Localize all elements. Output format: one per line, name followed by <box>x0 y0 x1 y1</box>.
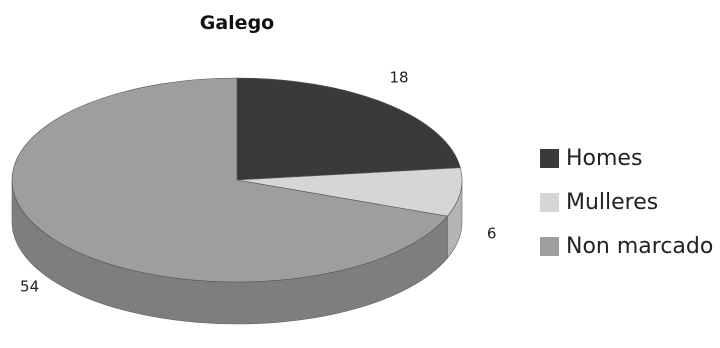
data-label-homes: 18 <box>389 69 408 87</box>
legend-item-homes: Homes <box>540 136 713 180</box>
data-label-non-marcado: 54 <box>20 277 39 295</box>
legend-item-non-marcado: Non marcado <box>540 224 713 268</box>
pie-top-faces <box>11 77 463 283</box>
pie-data-labels: 18 6 54 <box>20 69 496 296</box>
pie-slice-homes <box>236 77 461 181</box>
legend-swatch-mulleres <box>540 192 559 212</box>
legend-swatch-homes <box>540 148 559 168</box>
legend-swatch-non-marcado <box>540 236 559 256</box>
pie-slice-non-marcado <box>11 77 448 283</box>
legend-label-homes: Homes <box>566 145 643 171</box>
chart-legend: Homes Mulleres Non marcado <box>540 136 713 268</box>
data-label-mulleres: 6 <box>487 225 497 243</box>
legend-label-mulleres: Mulleres <box>566 189 659 215</box>
pie-slice-mulleres <box>236 167 463 217</box>
legend-label-non-marcado: Non marcado <box>566 233 714 259</box>
legend-item-mulleres: Mulleres <box>540 180 713 224</box>
chart-title: Galego <box>199 12 275 34</box>
